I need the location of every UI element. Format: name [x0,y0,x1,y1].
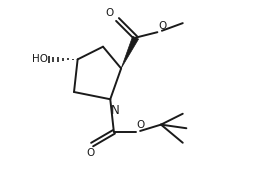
Text: O: O [106,8,114,18]
Text: O: O [86,148,95,158]
Polygon shape [121,36,139,68]
Text: O: O [158,21,167,31]
Text: HO: HO [32,54,48,64]
Text: N: N [110,104,119,117]
Text: O: O [136,120,145,130]
